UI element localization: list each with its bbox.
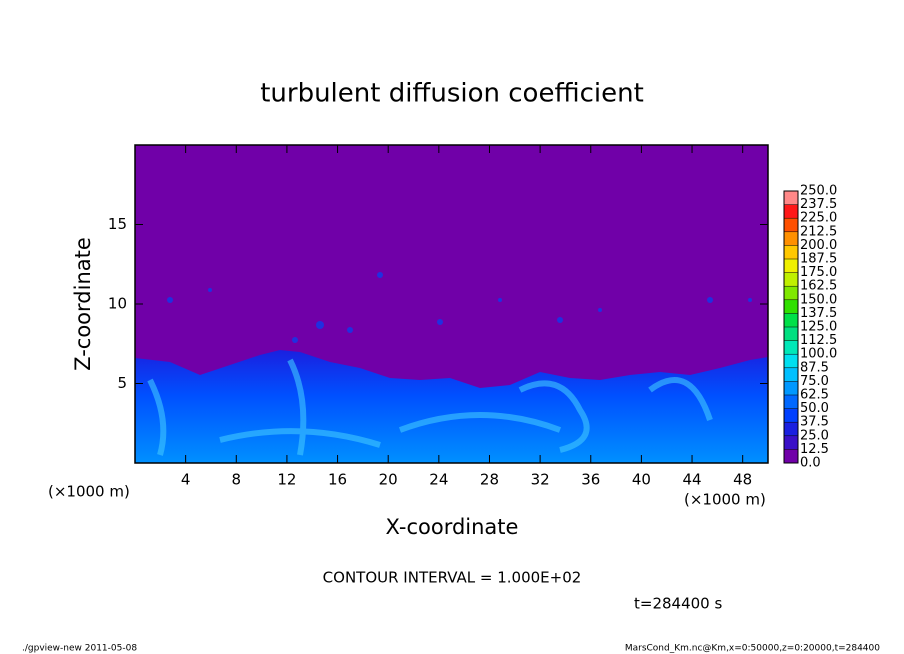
colorbar-swatch xyxy=(784,449,798,463)
colorbar-label: 62.5 xyxy=(800,388,829,403)
colorbar-swatch xyxy=(784,354,798,368)
y-tick-label: 10 xyxy=(108,295,127,313)
colorbar-swatch xyxy=(784,299,798,314)
colorbar-swatch xyxy=(784,381,798,395)
colorbar-swatch xyxy=(784,272,798,287)
colorbar-label: 200.0 xyxy=(800,238,837,253)
colorbar-label: 250.0 xyxy=(800,184,837,199)
colorbar-swatch xyxy=(784,367,798,382)
turbulent-streak xyxy=(147,358,713,456)
x-unit-right: (×1000 m) xyxy=(684,491,766,509)
x-tick-label: 32 xyxy=(531,471,550,489)
contour-interval: CONTOUR INTERVAL = 1.000E+02 xyxy=(323,569,582,587)
colorbar-swatch xyxy=(784,408,798,423)
colorbar-swatch xyxy=(784,231,798,246)
y-axis-label: Z-coordinate xyxy=(71,237,95,371)
colorbar-label: 25.0 xyxy=(800,428,829,443)
colorbar-swatch xyxy=(784,259,798,273)
colorbar-label: 87.5 xyxy=(800,360,829,375)
x-tick-label: 40 xyxy=(632,471,651,489)
colorbar-swatch xyxy=(784,245,798,259)
colorbar-swatch xyxy=(784,422,798,436)
colorbar-swatch xyxy=(784,191,798,205)
colorbar-label: 212.5 xyxy=(800,224,837,239)
colorbar-label: 150.0 xyxy=(800,292,837,307)
colorbar-swatch xyxy=(784,435,798,450)
x-unit-left: (×1000 m) xyxy=(48,483,130,501)
colorbar-swatch xyxy=(784,395,798,409)
colorbar-swatch xyxy=(784,204,798,219)
colorbar-label: 12.5 xyxy=(800,442,829,457)
field xyxy=(135,145,768,463)
colorbar-label: 175.0 xyxy=(800,265,837,280)
x-tick-label: 8 xyxy=(232,471,242,489)
eddies xyxy=(167,272,752,343)
x-axis-label: X-coordinate xyxy=(386,515,519,539)
colorbar-label: 100.0 xyxy=(800,347,837,362)
x-tick-label: 36 xyxy=(581,471,600,489)
x-tick-label: 4 xyxy=(181,471,191,489)
y-tick-label: 5 xyxy=(117,374,127,392)
y-tick-label: 15 xyxy=(108,215,127,233)
colorbar-label: 137.5 xyxy=(800,306,837,321)
colorbar-swatch xyxy=(784,286,798,300)
x-tick-label: 44 xyxy=(682,471,701,489)
x-tick-label: 48 xyxy=(733,471,752,489)
colorbar-swatch xyxy=(784,327,798,341)
x-tick-label: 24 xyxy=(429,471,448,489)
chart-title: turbulent diffusion coefficient xyxy=(260,79,644,109)
colorbar-label: 112.5 xyxy=(800,333,837,348)
x-tick-label: 12 xyxy=(277,471,296,489)
colorbar-label: 225.0 xyxy=(800,211,837,226)
footer-left: ./gpview-new 2011-05-08 xyxy=(22,644,137,654)
colorbar-label: 162.5 xyxy=(800,279,837,294)
colorbar-label: 37.5 xyxy=(800,415,829,430)
colorbar-label: 125.0 xyxy=(800,320,837,335)
x-tick-label: 20 xyxy=(379,471,398,489)
x-tick-label: 16 xyxy=(328,471,347,489)
colorbar-label: 0.0 xyxy=(800,456,821,471)
colorbar-swatch xyxy=(784,218,798,232)
colorbar-label: 50.0 xyxy=(800,401,829,416)
time-label: t=284400 s xyxy=(634,595,722,613)
x-tick-label: 28 xyxy=(480,471,499,489)
colorbar-swatch xyxy=(784,313,798,327)
footer-right: MarsCond_Km.nc@Km,x=0:50000,z=0:20000,t=… xyxy=(625,644,880,654)
colorbar-label: 75.0 xyxy=(800,374,829,389)
colorbar-swatch xyxy=(784,340,798,355)
colorbar-label: 237.5 xyxy=(800,197,837,212)
turbulent-region xyxy=(135,350,768,463)
colorbar-label: 187.5 xyxy=(800,252,837,267)
